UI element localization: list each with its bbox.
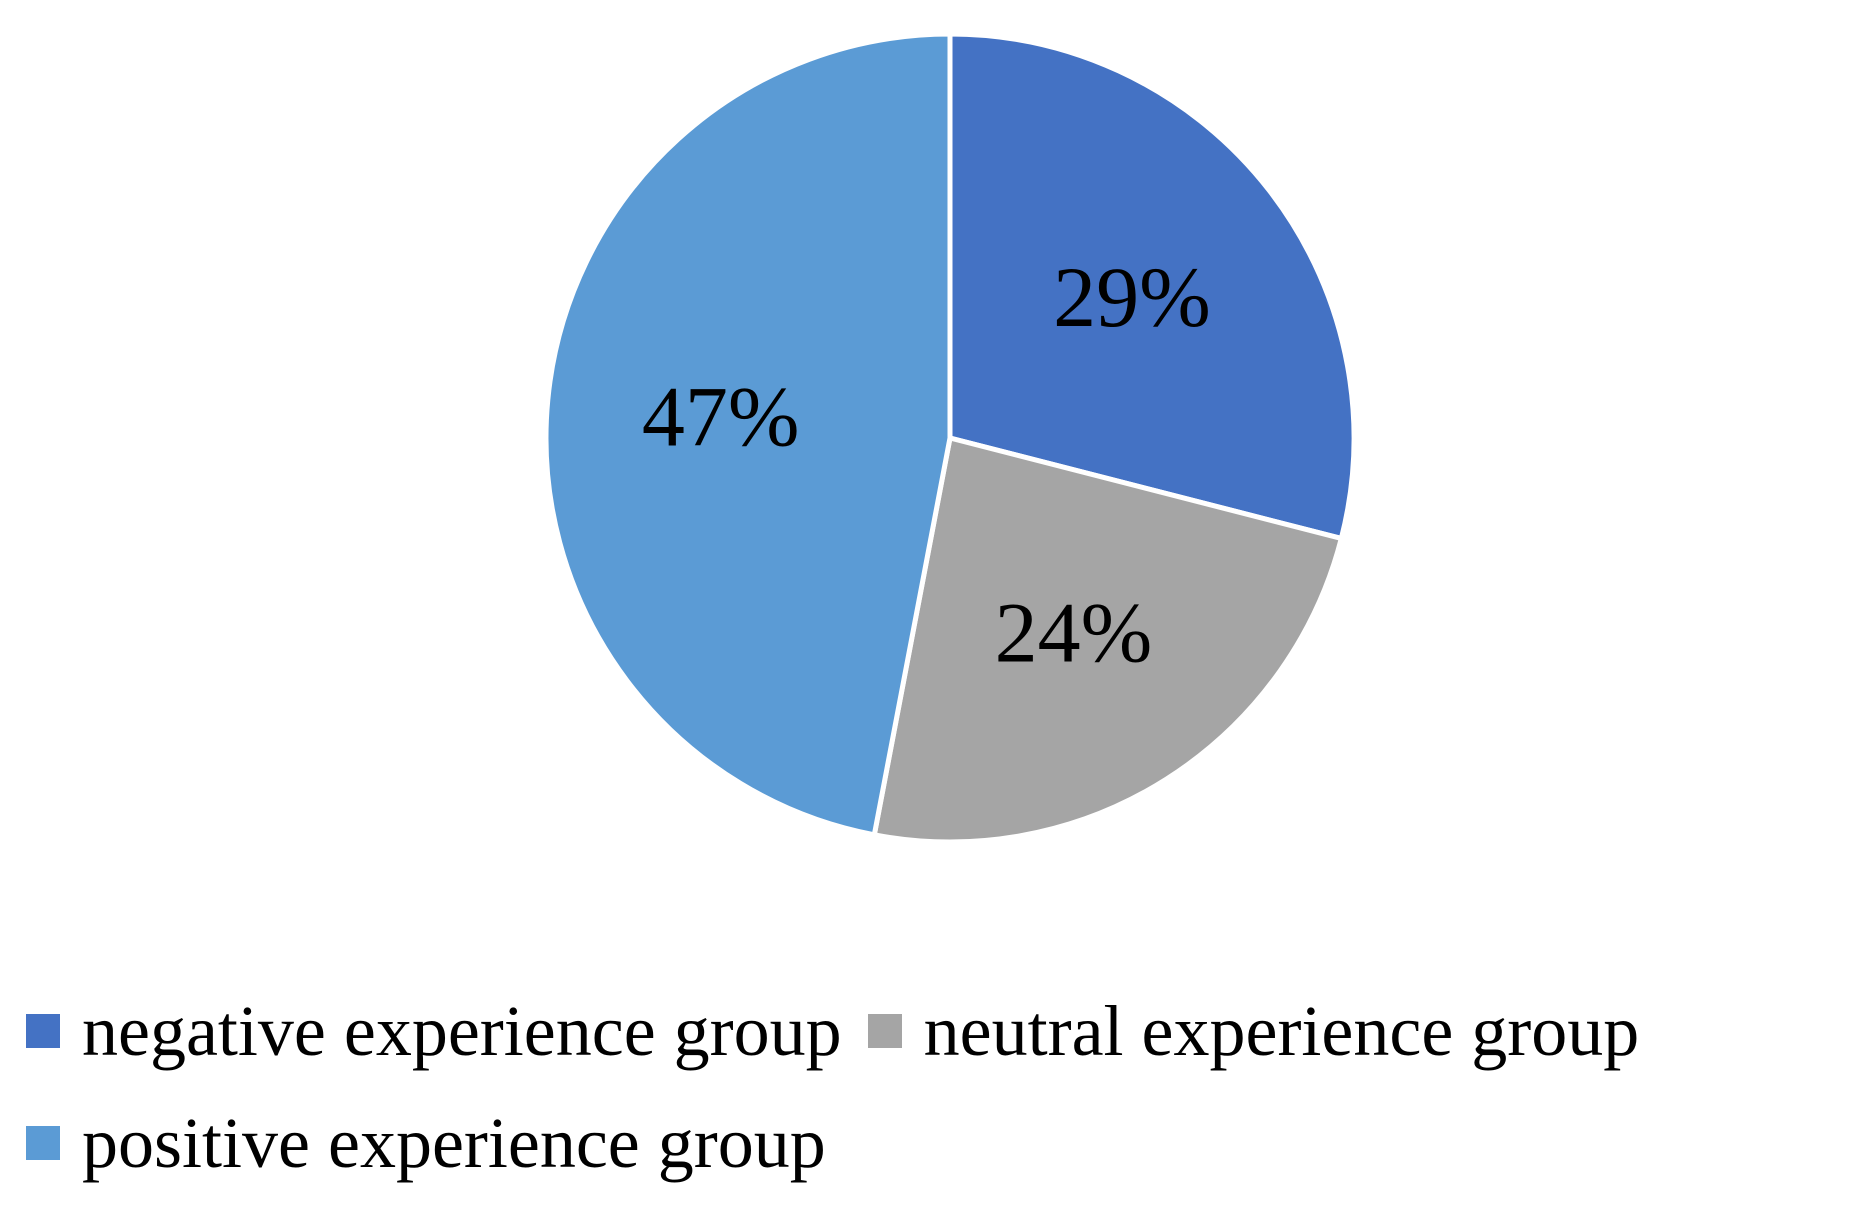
legend-swatch-neutral: [867, 1014, 902, 1048]
legend-label-neutral: neutral experience group: [923, 991, 1640, 1071]
legend-label-negative: negative experience group: [82, 991, 842, 1071]
pie-slice-negative: [947, 31, 1357, 541]
pie-data-labels: 29% 24% 47%: [642, 249, 1211, 681]
legend-swatch-positive: [26, 1126, 60, 1160]
data-label-negative: 29%: [1053, 249, 1211, 345]
data-label-neutral: 24%: [995, 584, 1153, 680]
pie-slice-positive: [543, 31, 953, 838]
legend-item-negative: negative experience group: [26, 985, 842, 1077]
legend-row-1: negative experience group neutral experi…: [26, 975, 1866, 1087]
legend-swatch-negative: [26, 1014, 60, 1048]
legend-item-neutral: neutral experience group: [867, 985, 1640, 1077]
pie-slice-neutral: [871, 435, 1344, 845]
chart-legend: negative experience group neutral experi…: [26, 975, 1866, 1199]
pie-slices: [543, 31, 1357, 845]
legend-label-positive: positive experience group: [82, 1103, 826, 1183]
legend-row-2: positive experience group: [26, 1087, 1866, 1199]
legend-item-positive: positive experience group: [26, 1097, 826, 1189]
data-label-positive: 47%: [642, 368, 800, 464]
